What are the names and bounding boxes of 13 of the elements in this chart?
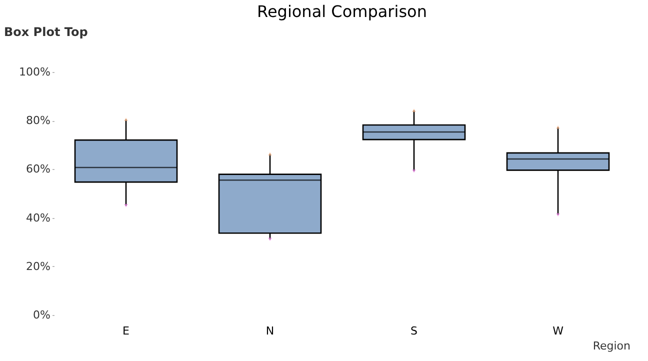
y-tick-label: 0%: [33, 308, 50, 322]
y-tick-label: 100%: [19, 66, 50, 78]
x-axis-title: Region: [592, 340, 631, 352]
y-tick-label: 40%: [26, 211, 50, 224]
text: Box Plot Top: [4, 25, 88, 39]
y-tick-label: 20%: [26, 260, 50, 273]
y-tick-label: 80%: [26, 114, 50, 128]
y-tick-label: 60%: [26, 162, 50, 176]
x-tick-label: N: [266, 324, 274, 338]
x-tick-label: W: [552, 324, 564, 338]
x-tick-label: S: [410, 324, 418, 338]
chart-title: Regional Comparison: [257, 2, 427, 21]
x-tick-label: E: [122, 324, 130, 338]
